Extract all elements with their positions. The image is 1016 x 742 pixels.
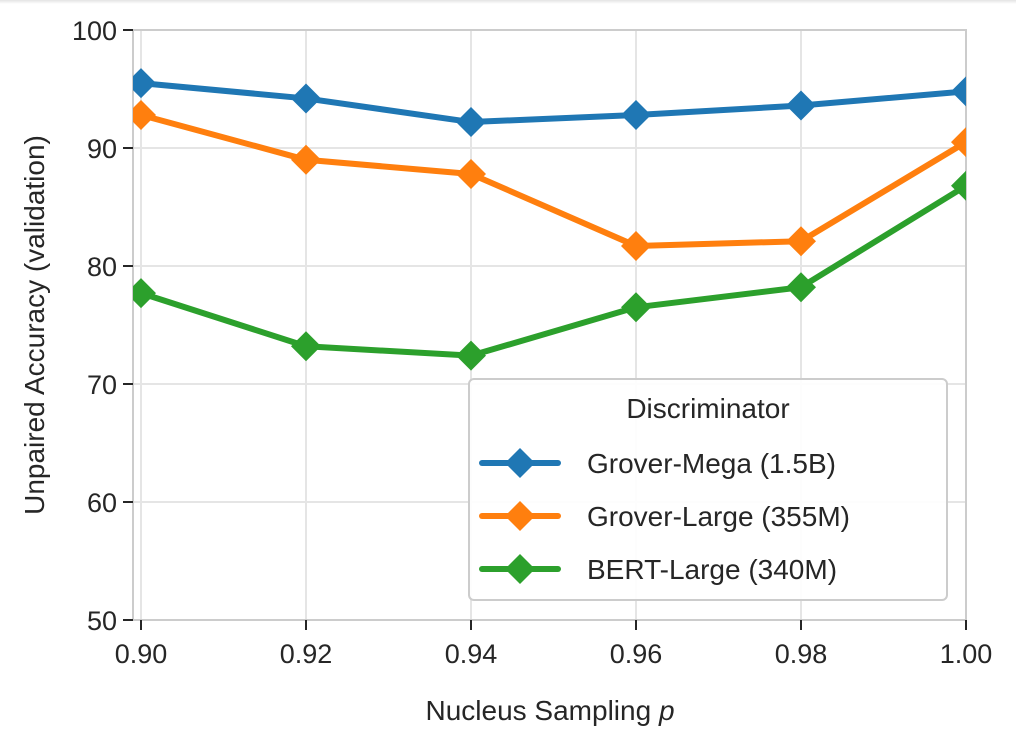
x-tick-label: 0.92: [280, 639, 333, 669]
data-point: [291, 83, 321, 114]
legend-entry: Grover-Mega (1.5B): [479, 448, 836, 479]
data-point: [133, 278, 156, 309]
legend-entries: Grover-Mega (1.5B) Grover-Large (355M) BER…: [479, 448, 850, 585]
data-point: [951, 76, 966, 107]
data-point: [456, 340, 486, 371]
series-group: [133, 68, 966, 371]
axes-frame: [132, 29, 967, 621]
legend-label: Grover-Mega (1.5B): [587, 448, 836, 479]
legend-marker: [505, 501, 535, 531]
legend-marker: [505, 448, 535, 478]
legend-label: Grover-Large (355M): [587, 501, 850, 532]
y-axis-label: Unpaired Accuracy (validation): [19, 135, 50, 515]
y-tick-label: 80: [87, 252, 117, 282]
series-line: [138, 80, 966, 126]
legend-marker: [505, 554, 535, 584]
x-tick-label: 0.94: [445, 639, 498, 669]
data-point: [621, 230, 651, 261]
data-point: [786, 226, 816, 257]
y-tick-label: 90: [87, 134, 117, 164]
x-tick-label: 0.96: [610, 639, 663, 669]
x-tick-label: 0.90: [115, 639, 168, 669]
data-point: [133, 99, 156, 130]
series-grover-mega-1-5b: [133, 68, 966, 138]
legend-entry: BERT-Large (340M): [479, 554, 837, 585]
legend-title: Discriminator: [626, 393, 789, 424]
y-tick-label: 100: [72, 16, 117, 46]
data-point: [456, 107, 486, 138]
x-tick-label: 0.98: [775, 639, 828, 669]
x-axis-label-text: Nucleus Sampling: [425, 695, 651, 726]
legend: Discriminator Grover-Mega (1.5B) Grover-L…: [468, 378, 948, 601]
data-point: [621, 292, 651, 323]
y-tick-label: 60: [87, 488, 117, 518]
legend-entry: Grover-Large (355M): [479, 501, 850, 532]
window-top-edge: [0, 0, 1016, 4]
legend-box: [468, 378, 948, 601]
data-point: [951, 170, 966, 201]
data-point: [621, 99, 651, 130]
data-point: [786, 272, 816, 303]
data-point: [456, 158, 486, 189]
series-bert-large-340m: [133, 170, 966, 371]
series-grover-large-355m: [133, 99, 966, 261]
x-axis: 0.90 0.92 0.94 0.96 0.98 1.00: [115, 620, 993, 669]
x-axis-label: Nucleus Sampling p: [425, 695, 674, 726]
y-tick-label: 70: [87, 370, 117, 400]
data-point: [951, 127, 966, 158]
x-tick-label: 1.00: [940, 639, 993, 669]
series-line: [138, 182, 966, 359]
x-axis-label-variable: p: [658, 695, 675, 726]
y-tick-label: 50: [87, 606, 117, 636]
data-point: [786, 90, 816, 121]
data-point: [291, 144, 321, 175]
series-line: [138, 111, 966, 249]
y-axis: 50 60 70 80 90 100: [72, 16, 133, 636]
legend-label: BERT-Large (340M): [587, 554, 837, 585]
data-point: [133, 68, 156, 99]
data-point: [291, 331, 321, 362]
